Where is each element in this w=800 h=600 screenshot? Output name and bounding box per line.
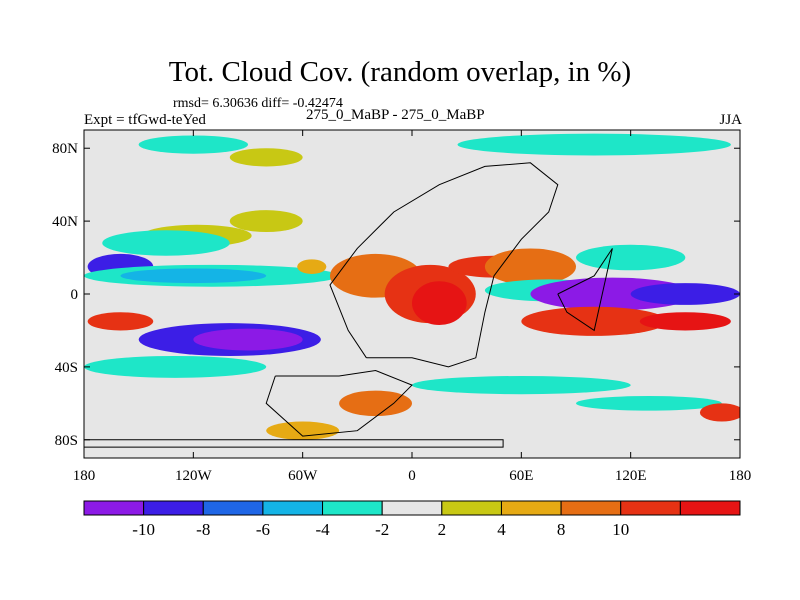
lon-tick-label: 60W [288, 468, 318, 484]
anomaly-patch [639, 312, 731, 331]
anomaly-patch [484, 248, 576, 285]
lon-tick-label: 120E [615, 468, 647, 484]
colorbar-label: 8 [557, 520, 566, 539]
anomaly-patch [138, 135, 248, 154]
colorbar-swatch [83, 500, 145, 516]
lon-tick-label: 60E [509, 468, 533, 484]
anomaly-patch [521, 306, 668, 336]
colorbar-label: -10 [132, 520, 155, 539]
lon-tick-label: 180 [729, 468, 752, 484]
colorbar-swatch [262, 500, 324, 516]
anomaly-patch [576, 396, 722, 411]
coastline [84, 439, 504, 448]
colorbar-swatch [500, 500, 562, 516]
lat-tick-label: 40N [52, 214, 78, 230]
anomaly-patch [84, 355, 267, 378]
colorbar-swatch [202, 500, 264, 516]
continent-outlines [84, 162, 613, 448]
cloud-anomaly-field [84, 133, 740, 440]
lat-tick-label: 80S [55, 433, 78, 449]
stats-text: rmsd= 6.30636 diff= -0.42474 [173, 96, 343, 111]
coastline [329, 162, 559, 368]
anomaly-patch [193, 328, 303, 351]
anomaly-patch [120, 268, 267, 284]
anomaly-patch [576, 244, 686, 271]
lon-tick-label: 0 [408, 468, 416, 484]
coastline [265, 369, 413, 437]
colorbar-label: -8 [196, 520, 210, 539]
colorbar-swatch [560, 500, 622, 516]
anomaly-patch [266, 421, 340, 440]
map-title: Tot. Cloud Cov. (random overlap, in %) [168, 56, 632, 88]
lat-tick-label: 0 [71, 287, 79, 303]
colorbar: -10 -8 -6 -4 -2 2 4 8 10 [83, 500, 741, 539]
anomaly-patch [339, 390, 412, 417]
colorbar-label: 2 [438, 520, 447, 539]
colorbar-label: -6 [256, 520, 270, 539]
anomaly-patch [229, 210, 303, 233]
colorbar-swatch [679, 500, 741, 516]
lat-tick-label: 80N [52, 141, 78, 157]
anomaly-patch [87, 312, 154, 331]
lon-tick-label: 120W [175, 468, 213, 484]
comparison-label: 275_0_MaBP - 275_0_MaBP [306, 107, 485, 123]
colorbar-swatch [381, 500, 443, 516]
colorbar-swatch [620, 500, 681, 516]
coastline [557, 248, 613, 332]
longitude-axis: 180 120W 60W 0 60E 120E 180 [73, 130, 752, 484]
lat-tick-label: 40S [55, 360, 78, 376]
anomaly-patch [229, 148, 303, 167]
colorbar-swatch [143, 500, 204, 516]
anomaly-patch [457, 133, 731, 156]
colorbar-label: 4 [497, 520, 506, 539]
colorbar-label: -2 [375, 520, 389, 539]
season-label: JJA [719, 112, 742, 128]
experiment-label: Expt = tfGwd-teYed [84, 112, 206, 128]
anomaly-patch [412, 281, 467, 325]
latitude-axis: 80N 40N 0 40S 80S [52, 141, 740, 449]
lon-tick-label: 180 [73, 468, 96, 484]
anomaly-patch [102, 230, 230, 256]
colorbar-label: 10 [612, 520, 629, 539]
colorbar-swatch [441, 500, 502, 516]
anomaly-patch [297, 259, 327, 274]
colorbar-label: -4 [315, 520, 330, 539]
colorbar-swatch [322, 500, 383, 516]
anomaly-patch [699, 403, 740, 422]
anomaly-patch [630, 283, 740, 305]
anomaly-patch [411, 376, 631, 395]
